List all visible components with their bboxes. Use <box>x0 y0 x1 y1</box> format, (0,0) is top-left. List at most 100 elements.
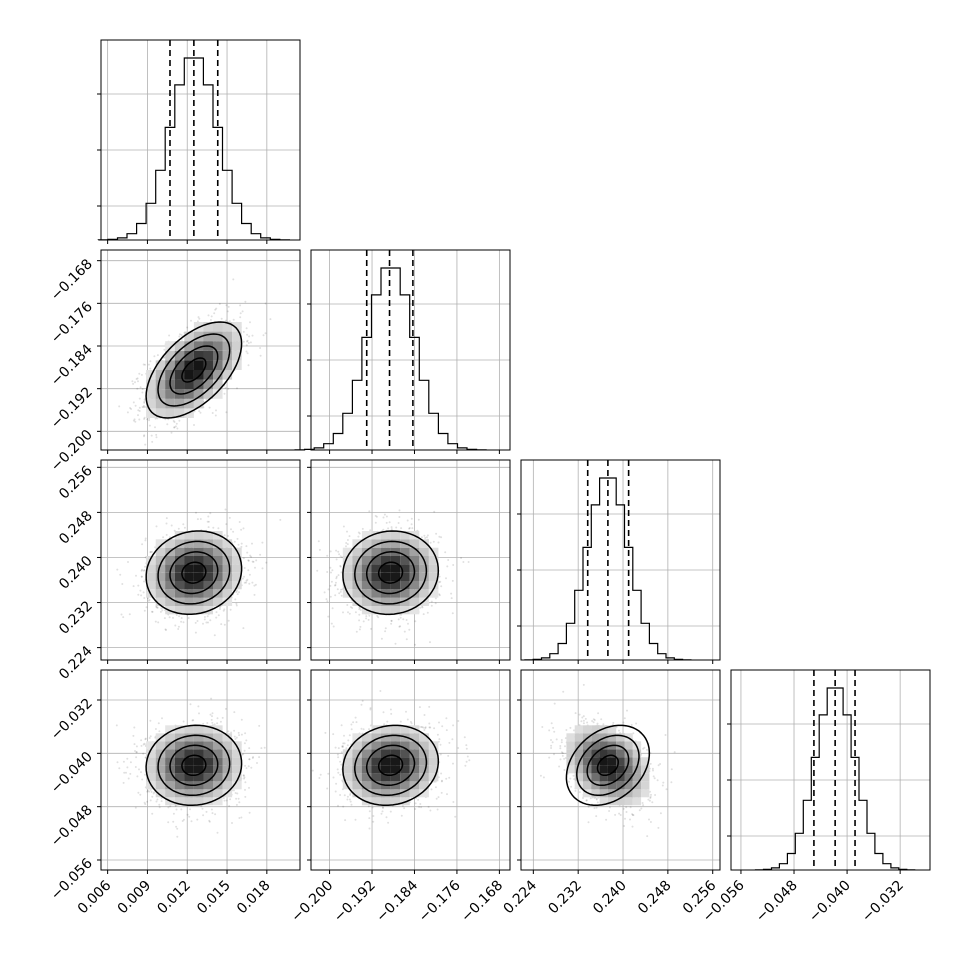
density-cell <box>155 589 166 598</box>
sample-point <box>163 617 166 620</box>
sample-point <box>402 618 405 621</box>
sample-point <box>168 616 171 619</box>
sample-point <box>400 527 403 530</box>
sample-point <box>397 522 400 524</box>
density-cell <box>352 547 362 556</box>
sample-point <box>329 584 332 587</box>
density-cell <box>203 360 213 370</box>
sample-point <box>232 318 235 321</box>
sample-point <box>236 589 238 592</box>
sample-point <box>348 535 351 538</box>
sample-point <box>426 534 429 537</box>
sample-point <box>176 427 179 430</box>
sample-point <box>215 616 218 619</box>
sample-point <box>259 347 262 349</box>
sample-point <box>165 517 168 520</box>
sample-point <box>155 605 158 608</box>
density-cell <box>390 531 401 540</box>
density-cell <box>165 408 175 418</box>
sample-point <box>146 418 148 421</box>
density-cell <box>222 547 233 556</box>
sample-point <box>139 386 142 389</box>
sample-point <box>156 606 159 609</box>
density-cell <box>165 370 175 380</box>
sample-point <box>144 773 146 776</box>
sample-point <box>178 335 181 338</box>
sample-point <box>154 417 157 420</box>
sample-point <box>128 613 131 616</box>
sample-point <box>132 419 135 422</box>
sample-point <box>132 382 135 385</box>
sample-point <box>219 720 222 723</box>
sample-point <box>153 355 156 358</box>
sample-point <box>227 305 230 308</box>
sample-point <box>177 628 180 630</box>
sample-point <box>142 404 145 407</box>
sample-point <box>424 537 427 539</box>
density-cell <box>203 370 213 380</box>
sample-point <box>377 616 380 619</box>
sample-point <box>245 545 248 548</box>
sample-point <box>138 418 141 421</box>
sample-point <box>202 622 204 625</box>
sample-point <box>248 582 251 585</box>
sample-point <box>120 613 123 616</box>
sample-point <box>432 540 435 543</box>
density-cell <box>213 379 223 390</box>
sample-point <box>224 386 227 389</box>
sample-point <box>233 540 236 543</box>
sample-point <box>337 574 340 577</box>
density-cell <box>213 341 223 351</box>
sample-point <box>174 425 177 428</box>
sample-point <box>143 435 145 438</box>
sample-point <box>228 320 231 323</box>
sample-point <box>438 593 441 596</box>
sample-point <box>329 595 332 598</box>
sample-point <box>209 512 212 515</box>
sample-point <box>236 387 238 390</box>
sample-point <box>210 315 213 318</box>
sample-point <box>394 642 397 645</box>
sample-point <box>435 532 438 535</box>
axes-frame <box>520 459 721 661</box>
density-cell <box>146 389 156 399</box>
density-cell <box>213 389 223 399</box>
sample-point <box>133 418 136 421</box>
sample-point <box>245 579 248 582</box>
sample-point <box>245 344 248 347</box>
sample-point <box>264 302 267 305</box>
sample-point <box>138 406 141 409</box>
sample-point <box>346 530 348 533</box>
sample-point <box>148 424 151 427</box>
sample-point <box>246 340 248 343</box>
sample-point <box>235 602 238 605</box>
density-cell <box>174 350 185 361</box>
sample-point <box>335 549 338 552</box>
sample-point <box>445 577 447 580</box>
sample-point <box>245 327 248 330</box>
sample-point <box>429 641 431 644</box>
sample-point <box>246 339 249 342</box>
sample-point <box>196 818 199 821</box>
sample-point <box>241 577 244 580</box>
sample-point <box>253 584 256 587</box>
sample-point <box>223 534 226 537</box>
sample-point <box>206 520 209 523</box>
sample-point <box>141 568 144 571</box>
sample-point <box>252 560 255 563</box>
sample-point <box>237 543 240 546</box>
sample-point <box>173 421 176 423</box>
density-cell <box>165 341 175 351</box>
sample-point <box>135 574 137 577</box>
sample-point <box>122 616 125 619</box>
sample-point <box>144 539 147 542</box>
sample-point <box>207 515 210 518</box>
sample-point <box>138 372 141 375</box>
sample-point <box>235 803 238 806</box>
sample-point <box>247 364 250 367</box>
sample-point <box>165 522 168 525</box>
density-cell <box>419 539 429 548</box>
sample-point <box>365 617 368 620</box>
y-tick-label: 0.232 <box>56 598 96 638</box>
